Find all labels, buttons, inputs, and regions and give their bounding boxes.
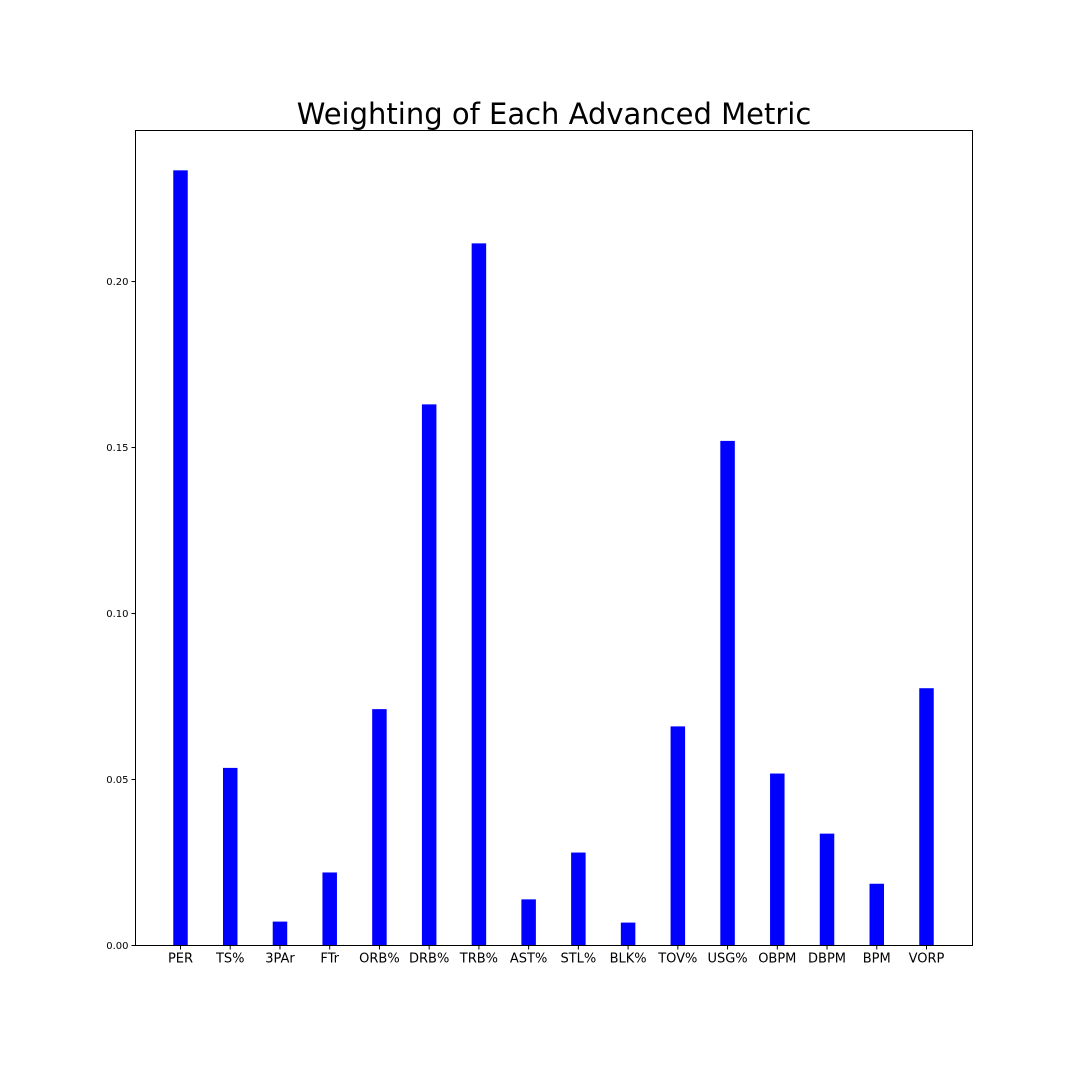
bar-ast- [521, 899, 536, 946]
x-tick-label: VORP [909, 952, 945, 967]
bar-blk- [620, 922, 636, 946]
x-tick-label: FTr [320, 952, 339, 967]
x-tick-label: TOV% [657, 952, 697, 967]
y-tick-label: 0.05 [106, 775, 128, 786]
y-tick-label: 0.10 [106, 609, 128, 620]
y-axis: 0.00 0.05 0.10 0.15 0.20 [106, 277, 136, 952]
x-tick-label: AST% [510, 952, 547, 967]
x-tick-label: USG% [707, 952, 747, 967]
x-tick-label: BLK% [610, 952, 647, 967]
x-tick-label: DBPM [808, 952, 846, 967]
x-tick-label: 3PAr [265, 952, 295, 967]
x-tick-label: TRB% [459, 952, 498, 967]
x-tick-label: OBPM [758, 952, 796, 967]
bar-obpm [770, 773, 785, 946]
bar-ftr [322, 872, 337, 946]
x-tick-label: BPM [863, 952, 891, 967]
y-tick-label: 0.20 [106, 277, 128, 288]
bar-per [173, 170, 188, 946]
bar-drb- [421, 404, 437, 946]
x-tick-label: TS% [215, 952, 245, 967]
bar-tov- [670, 726, 686, 946]
bar-vorp [919, 688, 934, 946]
x-axis: PER TS% 3PAr FTr ORB% DRB% TRB% AST% STL% BLK% TOV… [168, 945, 945, 967]
plot-frame [135, 130, 973, 946]
bar-dbpm [819, 833, 835, 946]
bar-bpm [869, 883, 885, 946]
x-tick-label: ORB% [359, 952, 400, 967]
x-tick-label: PER [168, 952, 193, 967]
x-tick-label: DRB% [409, 952, 449, 967]
y-tick-label: 0.15 [106, 443, 128, 454]
bar-trb- [471, 243, 487, 946]
x-tick-label: STL% [560, 952, 596, 967]
y-tick-label: 0.00 [106, 941, 128, 952]
bar-stl- [571, 852, 586, 946]
bar-orb- [372, 709, 387, 946]
chart-title: Weighting of Each Advanced Metric [297, 97, 812, 131]
bar-usg- [720, 440, 735, 946]
bar-3par [272, 921, 288, 946]
bar-ts- [222, 767, 238, 946]
bars-layer [173, 170, 934, 946]
